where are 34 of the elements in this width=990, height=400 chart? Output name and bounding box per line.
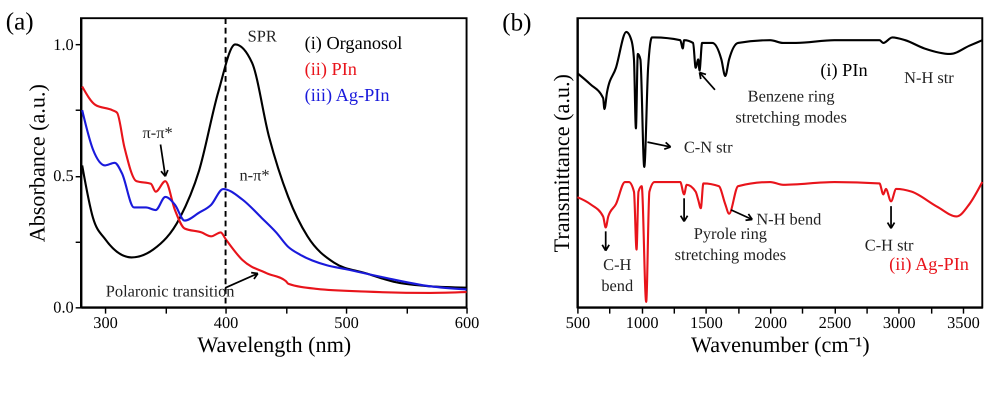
text: (i) Organosol [304,33,402,54]
y-tick-label: 0.0 [53,298,74,317]
x-tick-label: 300 [93,313,118,332]
y-axis-title: Absorbance (a.u.) [24,84,50,242]
text: (ii) Ag-PIn [889,254,969,274]
x-tick-label: 500 [566,313,590,332]
x-axis-title: Wavenumber (cm⁻¹) [691,332,870,358]
y-axis-title: Transmittance (a.u.) [549,74,574,252]
x-tick-label: 3000 [882,313,916,332]
annotation: C-N str [684,138,734,157]
x-tick-label: 600 [454,313,480,332]
text: (iii) Ag-PIn [304,85,390,106]
annotation: Benzene ring stretching modes [735,86,847,127]
x-tick-label: 400 [214,313,238,332]
x-tick-label: 500 [334,313,359,332]
annotation: N-H str [904,68,954,87]
annotation: C-H bend [601,254,634,296]
annotation: Polaronic transition [106,282,234,301]
x-tick-label: 1500 [690,313,723,332]
x-tick-label: 2500 [818,313,852,332]
text: (ii) PIn [304,59,357,80]
annotation: π-π* [142,122,173,142]
series-label: (i) PIn [820,60,868,80]
y-tick-label: 0.5 [53,166,74,186]
x-tick-label: 2000 [754,313,788,332]
x-tick-label: 3500 [947,313,980,332]
annotation: SPR [248,26,277,46]
y-tick-label: 1.0 [53,34,74,54]
x-tick-label: 1000 [626,313,659,332]
chart-title: (a) [6,8,34,36]
x-axis-title: Wavelength (nm) [197,332,352,358]
annotation: n-π* [239,165,270,184]
chart-title: (b) [502,10,532,37]
annotation: C-H str [864,235,914,254]
